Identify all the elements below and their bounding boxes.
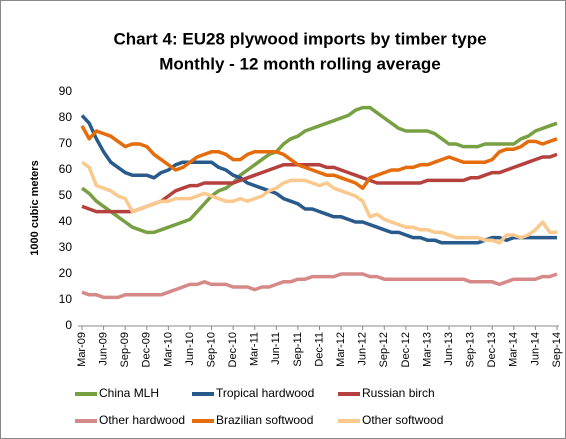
chart-title: Chart 4: EU28 plywood imports by timber … bbox=[113, 29, 486, 48]
x-tick-label: Dec-11 bbox=[313, 332, 325, 367]
x-tick-label: Sep-12 bbox=[378, 332, 390, 367]
y-tick-label: 30 bbox=[59, 240, 73, 254]
series-line bbox=[80, 114, 557, 245]
x-tick-label: Jun-13 bbox=[443, 332, 455, 366]
y-axis-label: 1000 cubic meters bbox=[29, 160, 41, 255]
y-tick-label: 60 bbox=[59, 162, 73, 176]
x-tick-label: Jun-14 bbox=[529, 332, 541, 366]
y-tick-label: 20 bbox=[59, 266, 73, 280]
y-tick-label: 70 bbox=[59, 136, 73, 150]
series-line bbox=[80, 105, 558, 235]
x-tick-label: Sep-09 bbox=[119, 332, 131, 367]
x-tick-label: Mar-14 bbox=[508, 332, 520, 367]
y-tick-label: 0 bbox=[65, 318, 72, 332]
x-tick-label: Sep-14 bbox=[551, 332, 563, 367]
x-tick-label: Dec-10 bbox=[227, 332, 239, 367]
y-tick-label: 10 bbox=[59, 292, 73, 306]
x-tick-label: Jun-10 bbox=[184, 332, 196, 366]
x-tick-label: Dec-12 bbox=[400, 332, 412, 367]
series-line bbox=[80, 160, 557, 245]
x-tick-label: Jun-12 bbox=[357, 332, 369, 366]
x-tick-label: Mar-12 bbox=[335, 332, 347, 367]
legend-label: China MLH bbox=[99, 386, 159, 400]
x-tick-label: Sep-11 bbox=[292, 332, 304, 367]
x-tick-label: Mar-13 bbox=[421, 332, 433, 367]
y-tick-label: 80 bbox=[59, 110, 73, 124]
x-tick-label: Mar-11 bbox=[249, 332, 261, 366]
series-line bbox=[81, 272, 558, 300]
chart-subtitle: Monthly - 12 month rolling average bbox=[159, 54, 440, 73]
y-tick-label: 50 bbox=[59, 188, 73, 202]
legend-label: Brazilian softwood bbox=[216, 413, 313, 427]
x-tick-label: Jun-11 bbox=[270, 332, 282, 365]
x-tick-label: Sep-13 bbox=[465, 332, 477, 367]
legend-label: Russian birch bbox=[362, 386, 435, 400]
x-tick-label: Jun-09 bbox=[97, 332, 109, 366]
y-tick-label: 40 bbox=[59, 214, 73, 228]
x-tick-label: Sep-10 bbox=[205, 332, 217, 367]
legend-label: Other softwood bbox=[362, 413, 443, 427]
x-tick-label: Mar-10 bbox=[162, 332, 174, 367]
x-tick-label: Dec-09 bbox=[141, 332, 153, 367]
legend-label: Other hardwood bbox=[99, 413, 185, 427]
series-line bbox=[80, 124, 558, 190]
legend-label: Tropical hardwood bbox=[216, 386, 314, 400]
x-tick-label: Mar-09 bbox=[76, 332, 88, 367]
x-tick-label: Dec-13 bbox=[486, 332, 498, 367]
y-tick-label: 90 bbox=[59, 84, 73, 98]
